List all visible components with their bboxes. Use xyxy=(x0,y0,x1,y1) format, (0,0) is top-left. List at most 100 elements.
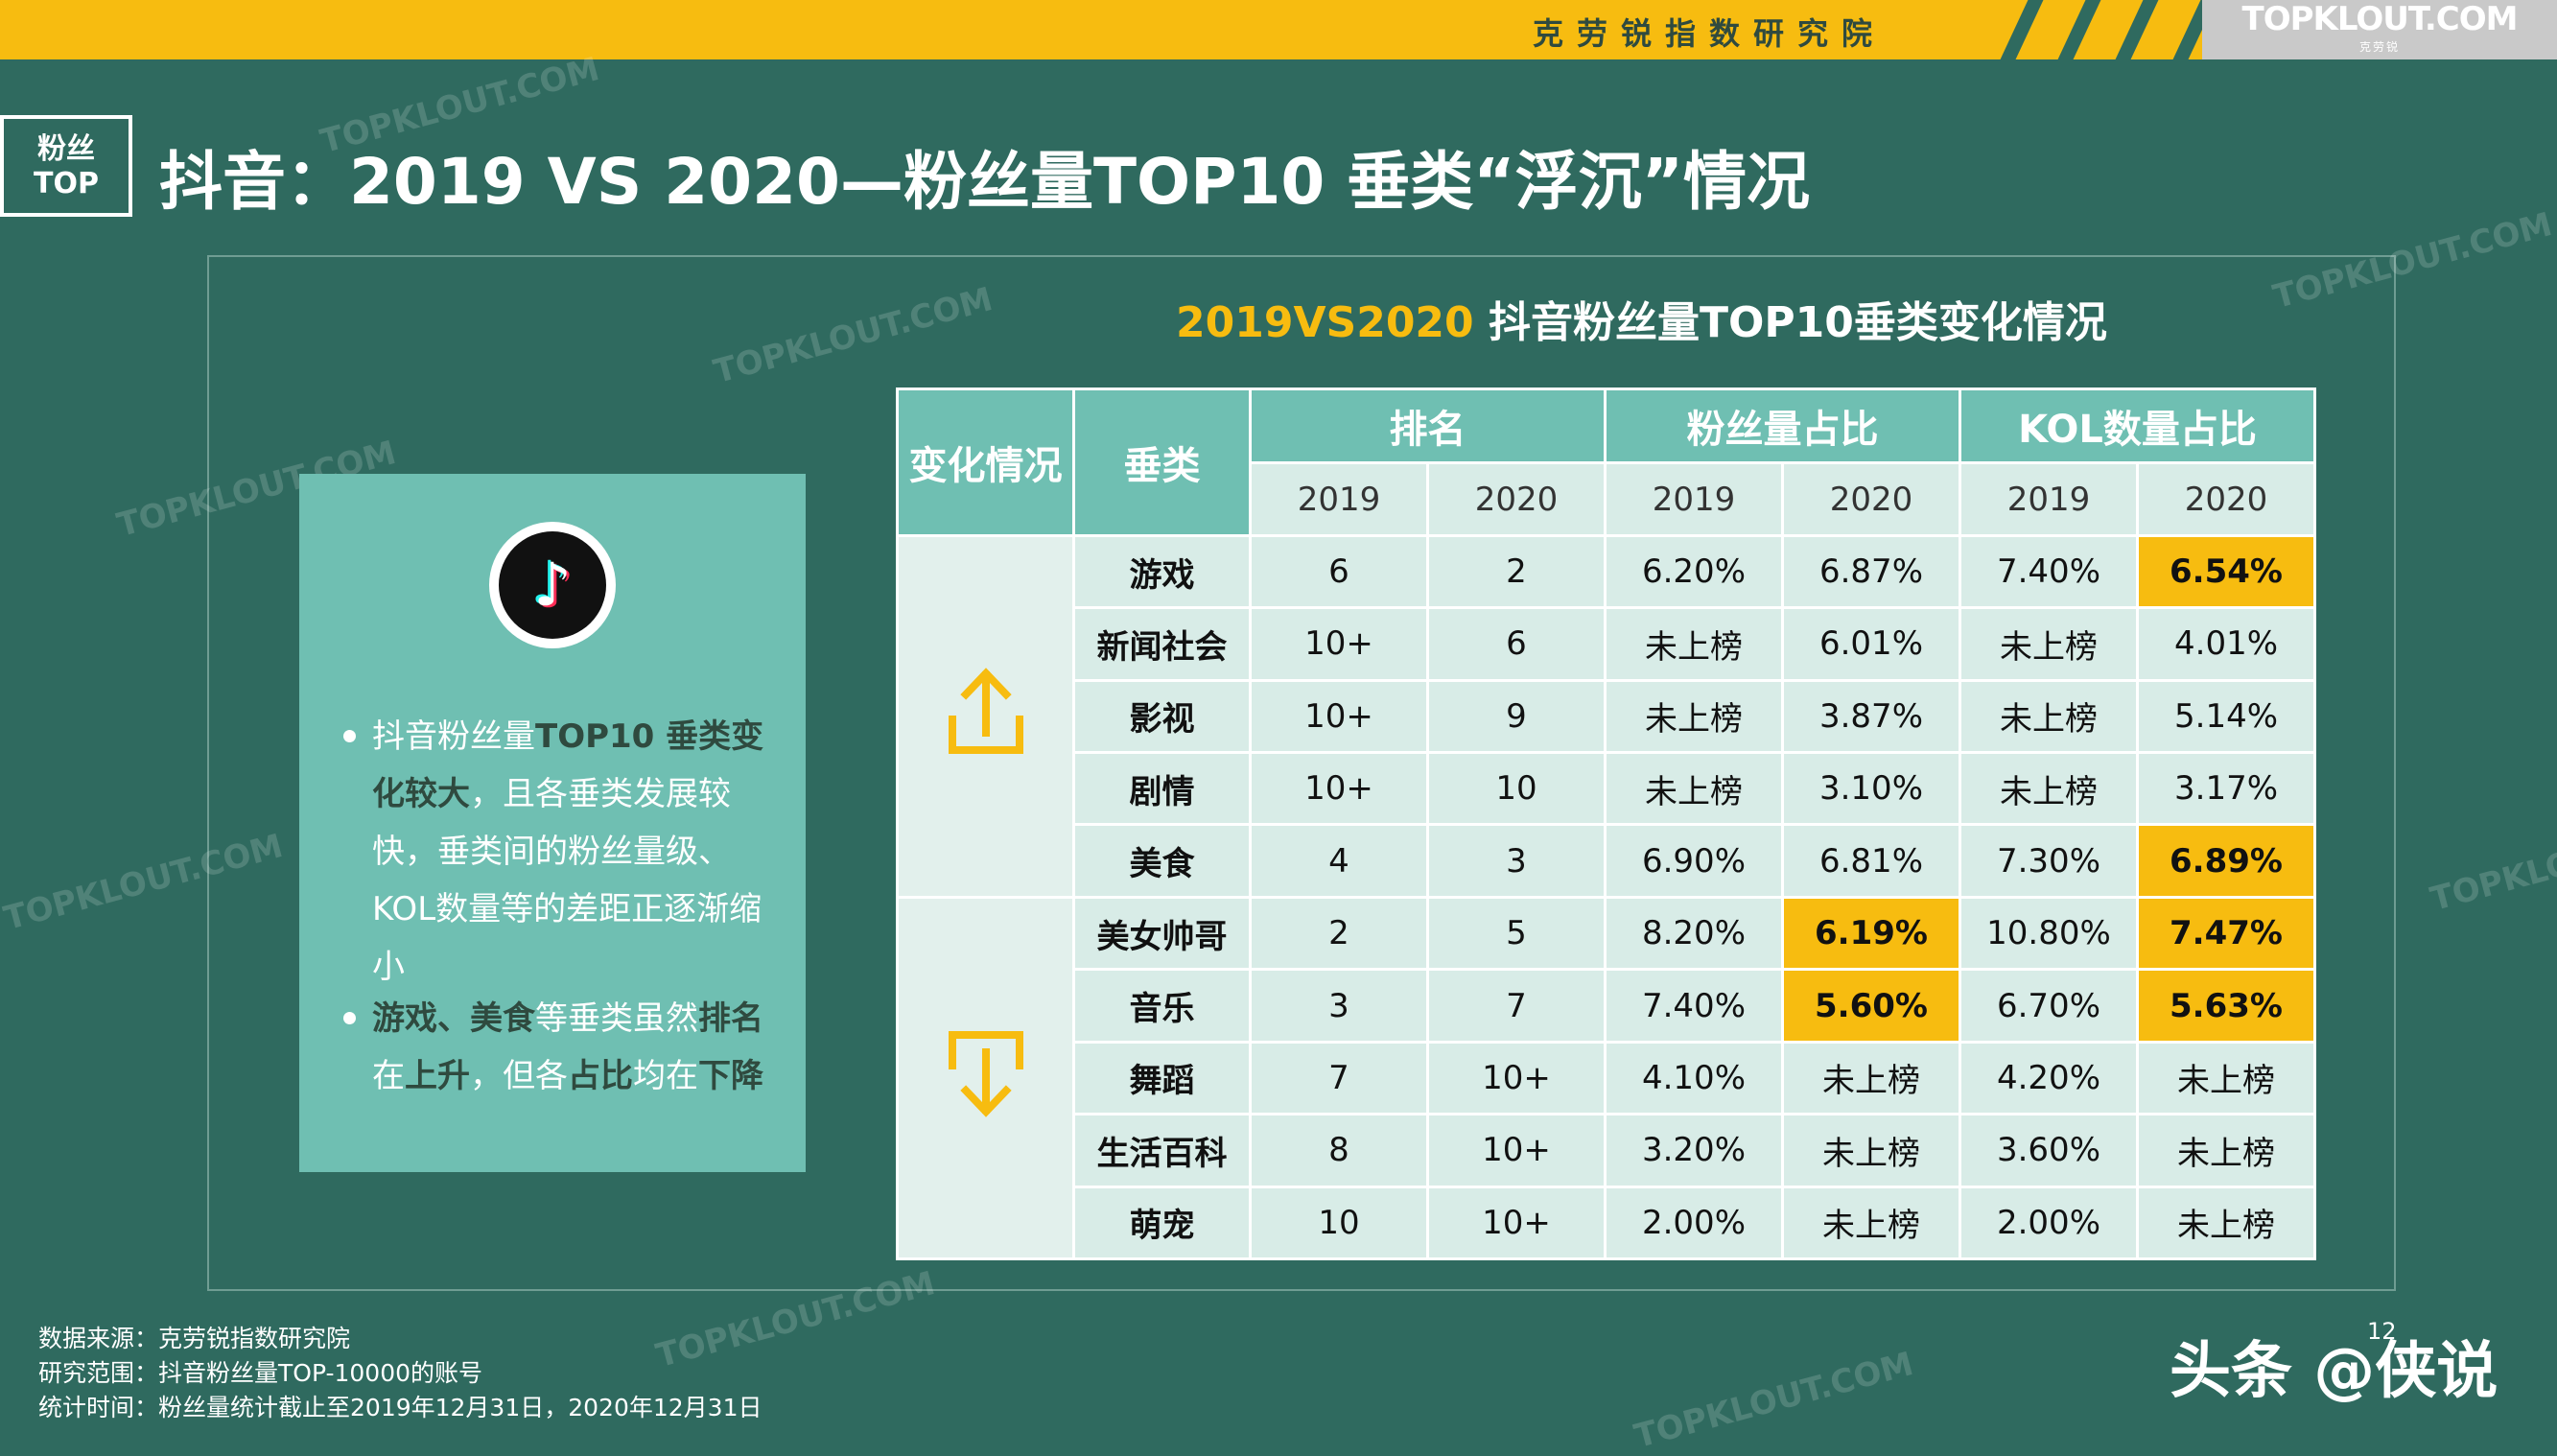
value-cell: 3.60% xyxy=(1959,1113,2139,1188)
section-tag-line1: 粉丝 xyxy=(37,132,95,166)
footer-time: 统计时间：粉丝量统计截止至2019年12月31日，2020年12月31日 xyxy=(38,1394,762,1421)
year-header: 2020 xyxy=(2135,461,2317,537)
value-cell: 未上榜 xyxy=(1959,606,2139,682)
value-cell: 10+ xyxy=(1426,1185,1607,1261)
bullet-emphasis: 上升 xyxy=(405,1057,470,1095)
value-cell: 7 xyxy=(1249,1040,1429,1116)
table-title: 2019VS2020 抖音粉丝量TOP10垂类变化情况 xyxy=(1176,288,2107,349)
decorative-stripes xyxy=(1995,0,2217,59)
value-cell: 6 xyxy=(1426,606,1607,682)
value-cell: 2 xyxy=(1426,533,1607,610)
table-row: 剧情 10+ 10 未上榜 3.10% 未上榜 3.17% xyxy=(898,751,2317,827)
author-credit: 头条 @侠说 xyxy=(2170,1336,2498,1407)
table-title-years: 2019VS2020 xyxy=(1176,298,1474,347)
value-cell: 6.89% xyxy=(2135,823,2317,899)
value-cell: 10+ xyxy=(1426,1040,1607,1116)
value-cell: 3.20% xyxy=(1604,1113,1784,1188)
value-cell: 7.40% xyxy=(1959,533,2139,610)
year-header: 2019 xyxy=(1249,461,1429,537)
value-cell: 8 xyxy=(1249,1113,1429,1188)
watermark: TOPKLOUT.COM xyxy=(2426,807,2557,920)
value-cell: 未上榜 xyxy=(1604,751,1784,827)
value-cell: 10.80% xyxy=(1959,895,2139,972)
watermark: TOPKLOUT.COM xyxy=(1630,1344,1918,1456)
category-cell: 剧情 xyxy=(1072,751,1252,827)
bullet-text: 等垂类虽然 xyxy=(535,999,698,1038)
brand-sub: 克劳锐 xyxy=(2358,40,2400,54)
value-cell: 6.87% xyxy=(1781,533,1961,610)
value-cell: 7.30% xyxy=(1959,823,2139,899)
content-frame xyxy=(207,255,2396,1291)
header-rank: 排名 xyxy=(1249,387,1607,465)
bullet-dot-icon xyxy=(343,1012,356,1024)
value-cell: 10 xyxy=(1426,751,1607,827)
header-category: 垂类 xyxy=(1072,387,1252,537)
category-change-table: 变化情况 垂类 排名 粉丝量占比 KOL数量占比 2019 2020 2019 … xyxy=(896,387,2317,1261)
value-cell: 3 xyxy=(1249,968,1429,1044)
table-title-rest: 抖音粉丝量TOP10垂类变化情况 xyxy=(1473,298,2107,347)
value-cell: 未上榜 xyxy=(2135,1040,2317,1116)
value-cell: 4.01% xyxy=(2135,606,2317,682)
category-cell: 舞蹈 xyxy=(1072,1040,1252,1116)
header-change: 变化情况 xyxy=(896,387,1075,537)
category-cell: 生活百科 xyxy=(1072,1113,1252,1188)
value-cell: 10 xyxy=(1249,1185,1429,1261)
bullet-text: ，且各垂类发展较快，垂类间的粉丝量级、KOL数量等的差距正逐渐缩小 xyxy=(372,775,762,986)
brand-logo: TOPKLOUT.COM 克劳锐 xyxy=(2202,0,2557,59)
value-cell: 未上榜 xyxy=(1959,678,2139,755)
value-cell: 未上榜 xyxy=(1604,606,1784,682)
value-cell: 4 xyxy=(1249,823,1429,899)
value-cell: 未上榜 xyxy=(2135,1185,2317,1261)
bullet-emphasis: 占比 xyxy=(568,1057,633,1095)
tiktok-logo-icon: ♪ xyxy=(489,522,616,648)
bullet-emphasis: 排名 xyxy=(698,999,763,1038)
category-cell: 美食 xyxy=(1072,823,1252,899)
table-row: 影视 10+ 9 未上榜 3.87% 未上榜 5.14% xyxy=(898,678,2317,755)
value-cell: 6.90% xyxy=(1604,823,1784,899)
value-cell: 5 xyxy=(1426,895,1607,972)
bullet-text: 在 xyxy=(372,1057,405,1095)
value-cell: 7 xyxy=(1426,968,1607,1044)
table-row: 生活百科 8 10+ 3.20% 未上榜 3.60% 未上榜 xyxy=(898,1113,2317,1188)
bullet-emphasis: TOP10 垂类变化较大 xyxy=(372,717,764,813)
value-cell: 4.20% xyxy=(1959,1040,2139,1116)
value-cell: 未上榜 xyxy=(1781,1185,1961,1261)
value-cell: 7.47% xyxy=(2135,895,2317,972)
table-row: 音乐 3 7 7.40% 5.60% 6.70% 5.63% xyxy=(898,968,2317,1044)
value-cell: 6.01% xyxy=(1781,606,1961,682)
value-cell: 6.81% xyxy=(1781,823,1961,899)
value-cell: 3.17% xyxy=(2135,751,2317,827)
value-cell: 未上榜 xyxy=(1781,1040,1961,1116)
value-cell: 7.40% xyxy=(1604,968,1784,1044)
value-cell: 6.20% xyxy=(1604,533,1784,610)
value-cell: 5.60% xyxy=(1781,968,1961,1044)
footer-source: 数据来源：克劳锐指数研究院 xyxy=(38,1325,351,1352)
value-cell: 2.00% xyxy=(1959,1185,2139,1261)
table-row: 新闻社会 10+ 6 未上榜 6.01% 未上榜 4.01% xyxy=(898,606,2317,682)
bullet-text: ，但各 xyxy=(470,1057,568,1095)
summary-card: ♪ 抖音粉丝量TOP10 垂类变化较大，且各垂类发展较快，垂类间的粉丝量级、KO… xyxy=(299,474,806,1172)
section-tag-line2: TOP xyxy=(34,167,99,200)
value-cell: 3.10% xyxy=(1781,751,1961,827)
institute-name: 克劳锐指数研究院 xyxy=(1533,15,1887,52)
arrow-down-icon xyxy=(948,1031,1023,1118)
bullet-dot-icon xyxy=(343,730,356,742)
value-cell: 6.54% xyxy=(2135,533,2317,610)
value-cell: 5.63% xyxy=(2135,968,2317,1044)
brand-name: TOPKLOUT.COM xyxy=(2241,0,2519,38)
value-cell: 5.14% xyxy=(2135,678,2317,755)
value-cell: 10+ xyxy=(1426,1113,1607,1188)
value-cell: 未上榜 xyxy=(1959,751,2139,827)
value-cell: 4.10% xyxy=(1604,1040,1784,1116)
value-cell: 2 xyxy=(1249,895,1429,972)
category-cell: 音乐 xyxy=(1072,968,1252,1044)
header-kol-share: KOL数量占比 xyxy=(1958,387,2317,465)
bullet-emphasis: 游戏、美食 xyxy=(372,999,535,1038)
value-cell: 8.20% xyxy=(1604,895,1784,972)
page-number: 12 xyxy=(2367,1318,2397,1345)
category-cell: 影视 xyxy=(1072,678,1252,755)
table-row: 游戏 6 2 6.20% 6.87% 7.40% 6.54% xyxy=(896,533,2317,899)
category-cell: 美女帅哥 xyxy=(1072,895,1252,972)
table-row: 美女帅哥 2 5 8.20% 6.19% 10.80% 7.47% xyxy=(896,895,2317,1261)
value-cell: 未上榜 xyxy=(1604,678,1784,755)
